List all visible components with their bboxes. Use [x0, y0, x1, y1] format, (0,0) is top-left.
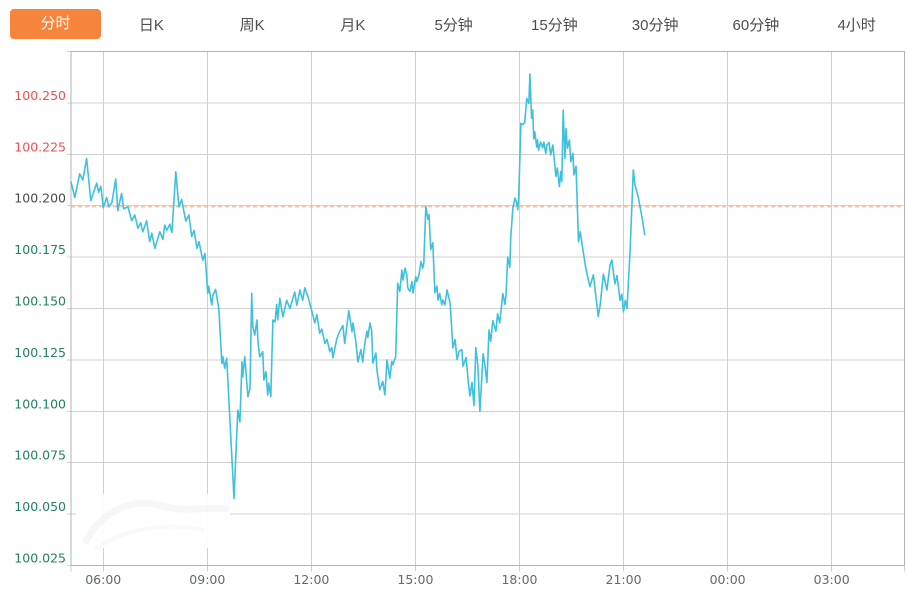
svg-text:18:00: 18:00 [501, 572, 537, 587]
svg-text:100.025: 100.025 [14, 551, 66, 566]
svg-text:06:00: 06:00 [85, 572, 121, 587]
tab-60min[interactable]: 60分钟 [732, 16, 780, 34]
tab-4hour[interactable]: 4小时 [837, 16, 876, 34]
svg-text:15:00: 15:00 [397, 572, 433, 587]
watermark-scribble [76, 494, 230, 551]
svg-text:09:00: 09:00 [189, 572, 225, 587]
svg-text:00:00: 00:00 [710, 572, 746, 587]
plot-area[interactable] [71, 52, 905, 566]
tab-15min[interactable]: 15分钟 [531, 16, 578, 34]
svg-text:100.125: 100.125 [14, 345, 66, 360]
tab-timeshare[interactable]: 分时 [10, 9, 101, 39]
tab-daily-k[interactable]: 日K [138, 16, 164, 34]
svg-text:100.200: 100.200 [14, 191, 66, 206]
price-line [70, 73, 646, 500]
svg-text:03:00: 03:00 [814, 572, 850, 587]
svg-text:100.250: 100.250 [14, 88, 66, 103]
tab-30min[interactable]: 30分钟 [631, 16, 679, 34]
y-axis-labels: 100.025 100.050 100.075 100.100 100.125 100.1… [14, 88, 66, 566]
chart-interval-tabbar: 分时 日K 周K 月K 5分钟 15分钟 30分钟 60分钟 4小时 [0, 0, 907, 48]
svg-text:12:00: 12:00 [293, 572, 329, 587]
svg-text:100.100: 100.100 [14, 396, 66, 411]
tab-5min[interactable]: 5分钟 [434, 16, 473, 34]
tab-weekly-k[interactable]: 周K [239, 16, 265, 34]
tab-monthly-k[interactable]: 月K [340, 16, 366, 34]
svg-text:100.050: 100.050 [14, 499, 66, 514]
svg-text:100.175: 100.175 [14, 242, 66, 257]
svg-text:100.225: 100.225 [14, 139, 66, 154]
svg-text:100.150: 100.150 [14, 294, 66, 309]
plot-border [70, 51, 905, 566]
x-axis-labels: 06:00 09:00 12:00 15:00 18:00 21:00 00:00 03:00 [85, 572, 849, 587]
svg-text:100.075: 100.075 [14, 448, 66, 463]
svg-text:21:00: 21:00 [606, 572, 642, 587]
